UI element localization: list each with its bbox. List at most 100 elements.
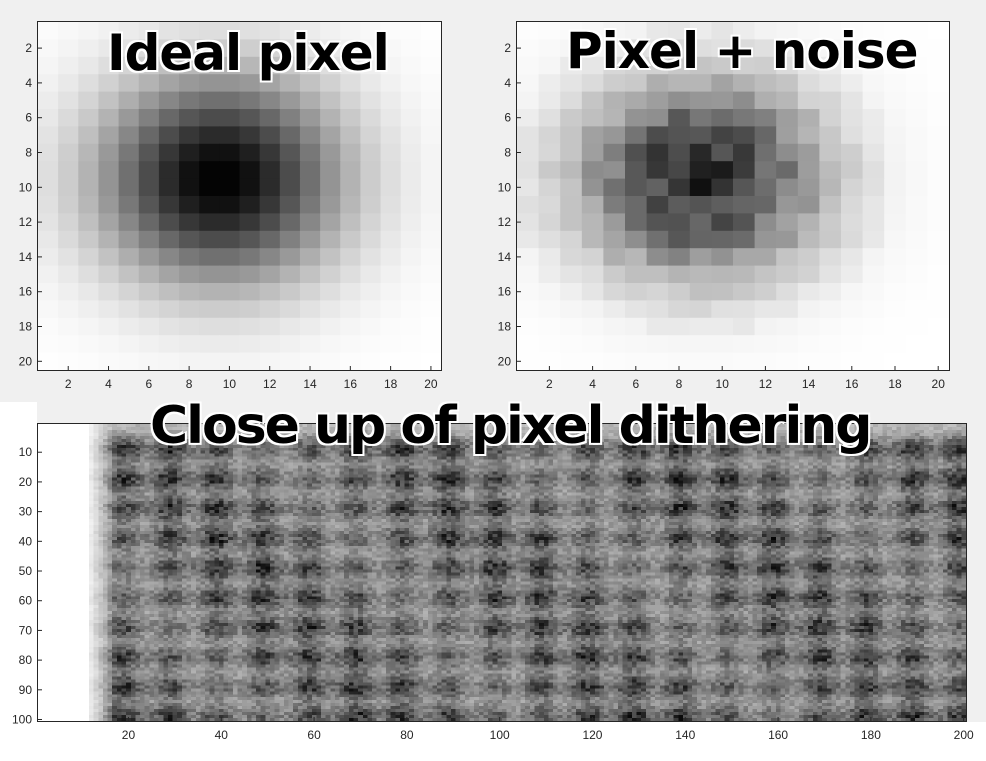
heatmap-cell [299, 213, 321, 232]
heatmap-cell [905, 283, 928, 301]
heatmap-cell [199, 265, 220, 284]
heatmap-cell [711, 248, 734, 267]
heatmap-cell [279, 22, 301, 40]
heatmap-cell [279, 248, 301, 267]
heatmap-cell [560, 178, 583, 197]
heatmap-cell [179, 196, 200, 214]
heatmap-cell [98, 283, 120, 301]
heatmap-cell [219, 196, 241, 214]
heatmap-cell [603, 22, 626, 40]
heatmap-cell [841, 22, 864, 40]
heatmap-cell [380, 126, 402, 145]
heatmap-cell [78, 352, 100, 370]
heatmap-cell [538, 248, 561, 267]
heatmap-cell [400, 143, 422, 162]
heatmap-cell [646, 230, 669, 249]
heatmap-cell [179, 74, 200, 93]
heatmap-cell [862, 230, 885, 249]
heatmap-cell [884, 196, 907, 214]
heatmap-cell [400, 213, 422, 232]
heatmap-cell [733, 335, 756, 354]
heatmap-cell [625, 265, 648, 284]
heatmap-cell [118, 161, 140, 180]
heatmap-cell [58, 91, 79, 110]
heatmap-cell [625, 161, 648, 180]
heatmap-cell [927, 300, 949, 319]
heatmap-cell [58, 230, 79, 249]
x-tick-label: 10 [716, 377, 730, 391]
heatmap-cell [38, 39, 59, 58]
heatmap-cell [776, 56, 799, 75]
heatmap-cell [78, 317, 100, 336]
heatmap-cell [884, 56, 907, 75]
heatmap-cell [581, 196, 604, 214]
heatmap-cell [340, 248, 361, 267]
heatmap-cell [340, 126, 361, 145]
heatmap-cell [517, 196, 540, 214]
heatmap-cell [689, 230, 712, 249]
heatmap-cell [199, 126, 220, 145]
heatmap-cell [299, 335, 321, 354]
heatmap-cell [560, 39, 583, 58]
heatmap-cell [927, 230, 949, 249]
heatmap-cell [420, 22, 441, 40]
heatmap-cell [340, 161, 361, 180]
heatmap-cell [239, 248, 261, 267]
heatmap-cell [797, 126, 820, 145]
heatmap-cell [905, 300, 928, 319]
heatmap-cell [239, 126, 261, 145]
heatmap-cell [380, 74, 402, 93]
heatmap-cell [78, 126, 100, 145]
heatmap-cell [340, 335, 361, 354]
heatmap-cell [138, 265, 160, 284]
pixel-noise-title: Pixel + noise [566, 22, 919, 80]
heatmap-cell [400, 196, 422, 214]
heatmap-cell [841, 91, 864, 110]
heatmap-cell [517, 109, 540, 127]
heatmap-cell [400, 248, 422, 267]
heatmap-cell [668, 109, 691, 127]
heatmap-cell [689, 335, 712, 354]
heatmap-cell [733, 109, 756, 127]
heatmap-cell [179, 143, 200, 162]
heatmap-cell [239, 91, 261, 110]
heatmap-cell [78, 56, 100, 75]
heatmap-cell [581, 91, 604, 110]
heatmap-cell [905, 143, 928, 162]
heatmap-cell [581, 213, 604, 232]
heatmap-cell [754, 300, 777, 319]
heatmap-cell [380, 161, 402, 180]
heatmap-cell [38, 196, 59, 214]
heatmap-cell [58, 317, 79, 336]
heatmap-cell [420, 56, 441, 75]
heatmap-cell [98, 230, 120, 249]
heatmap-cell [38, 213, 59, 232]
heatmap-cell [581, 39, 604, 58]
heatmap-cell [927, 126, 949, 145]
heatmap-cell [400, 39, 422, 58]
heatmap-cell [179, 161, 200, 180]
heatmap-cell [420, 74, 441, 93]
heatmap-cell [320, 196, 341, 214]
heatmap-cell [320, 283, 341, 301]
heatmap-cell [138, 300, 160, 319]
heatmap-cell [38, 143, 59, 162]
heatmap-cell [420, 300, 441, 319]
heatmap-cell [538, 91, 561, 110]
heatmap-cell [668, 283, 691, 301]
heatmap-cell [862, 335, 885, 354]
heatmap-cell [179, 248, 200, 267]
heatmap-cell [239, 283, 261, 301]
heatmap-cell [733, 265, 756, 284]
heatmap-cell [776, 300, 799, 319]
heatmap-cell [841, 126, 864, 145]
heatmap-cell [560, 56, 583, 75]
heatmap-cell [98, 265, 120, 284]
heatmap-cell [625, 178, 648, 197]
heatmap-cell [711, 126, 734, 145]
heatmap-cell [340, 143, 361, 162]
heatmap-cell [239, 317, 261, 336]
heatmap-cell [158, 109, 180, 127]
heatmap-cell [927, 39, 949, 58]
heatmap-cell [646, 109, 669, 127]
